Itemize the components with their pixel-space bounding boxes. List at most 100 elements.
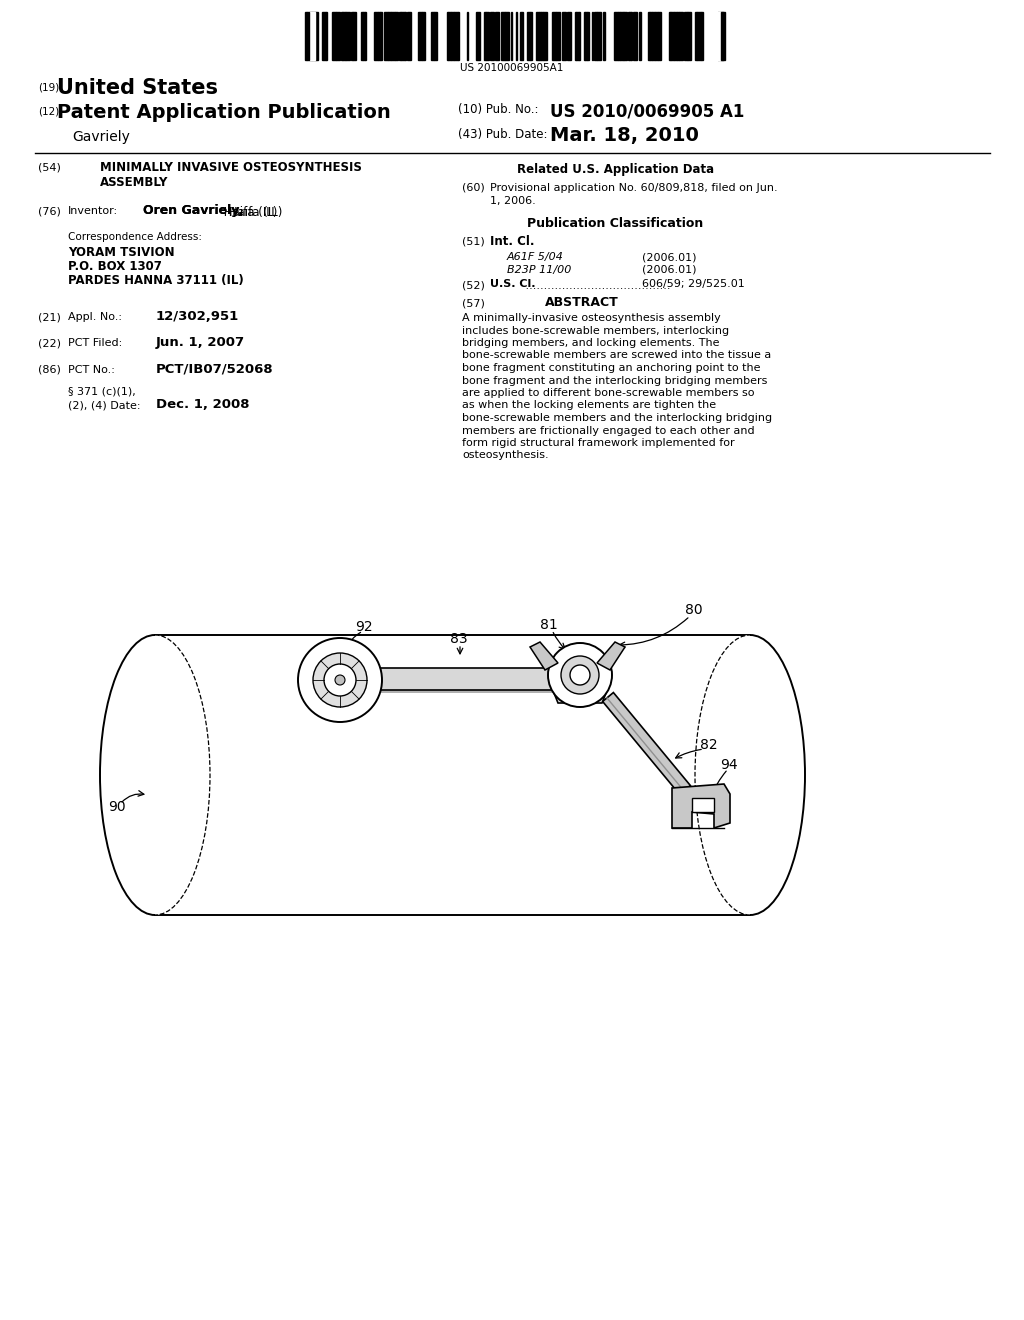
Text: B23P 11/00: B23P 11/00 xyxy=(507,265,571,275)
Text: MINIMALLY INVASIVE OSTEOSYNTHESIS: MINIMALLY INVASIVE OSTEOSYNTHESIS xyxy=(100,161,361,174)
Text: US 20100069905A1: US 20100069905A1 xyxy=(461,63,563,73)
Bar xyxy=(307,12,309,59)
Text: (57): (57) xyxy=(462,298,485,308)
Bar xyxy=(388,12,391,59)
Bar xyxy=(679,12,683,59)
Bar xyxy=(624,12,627,59)
Bar xyxy=(332,12,336,59)
Bar xyxy=(650,12,652,59)
Text: (86): (86) xyxy=(38,366,60,375)
Polygon shape xyxy=(602,693,690,795)
Bar xyxy=(633,12,637,59)
Bar xyxy=(374,12,378,59)
Polygon shape xyxy=(597,642,625,671)
Text: osteosynthesis.: osteosynthesis. xyxy=(462,450,549,461)
Bar xyxy=(671,12,674,59)
Bar xyxy=(567,12,571,59)
Polygon shape xyxy=(530,642,558,671)
Text: Haifa (IL): Haifa (IL) xyxy=(225,206,283,219)
Text: P.O. BOX 1307: P.O. BOX 1307 xyxy=(68,260,162,273)
Bar xyxy=(316,12,318,59)
Bar xyxy=(451,12,454,59)
Bar xyxy=(684,12,687,59)
Text: PCT/IB07/52068: PCT/IB07/52068 xyxy=(156,363,273,376)
Bar xyxy=(305,12,307,59)
Bar xyxy=(652,12,655,59)
Bar xyxy=(597,12,601,59)
Bar xyxy=(585,12,587,59)
Text: Oren Gavriely,: Oren Gavriely, xyxy=(143,205,243,216)
Bar xyxy=(594,12,597,59)
Bar xyxy=(720,12,723,59)
Bar xyxy=(407,12,411,59)
Text: PARDES HANNA 37111 (IL): PARDES HANNA 37111 (IL) xyxy=(68,275,244,286)
Text: form rigid structural framework implemented for: form rigid structural framework implemen… xyxy=(462,438,734,447)
Polygon shape xyxy=(672,784,730,828)
Polygon shape xyxy=(305,690,375,710)
Bar xyxy=(395,12,398,59)
Bar xyxy=(486,12,489,59)
Text: (21): (21) xyxy=(38,312,60,322)
Polygon shape xyxy=(155,635,805,915)
Bar xyxy=(501,12,505,59)
Bar xyxy=(701,12,703,59)
Ellipse shape xyxy=(695,635,805,915)
Bar xyxy=(530,12,532,59)
Circle shape xyxy=(324,664,356,696)
Text: United States: United States xyxy=(57,78,218,98)
Text: (54): (54) xyxy=(38,162,60,173)
Text: Appl. No.:: Appl. No.: xyxy=(68,312,122,322)
Bar xyxy=(697,12,701,59)
Bar xyxy=(380,12,382,59)
Bar xyxy=(603,12,605,59)
Text: 92: 92 xyxy=(355,620,373,634)
Bar xyxy=(309,12,312,59)
Text: (12): (12) xyxy=(38,107,59,117)
Text: (2), (4) Date:: (2), (4) Date: xyxy=(68,400,140,411)
Bar xyxy=(353,12,356,59)
Bar xyxy=(674,12,677,59)
Bar xyxy=(495,12,499,59)
Bar xyxy=(556,12,560,59)
Bar xyxy=(361,12,362,59)
Text: Inventor:: Inventor: xyxy=(68,206,118,216)
Text: (52): (52) xyxy=(462,281,485,290)
Text: (51): (51) xyxy=(462,238,484,247)
Text: 82: 82 xyxy=(700,738,718,752)
Ellipse shape xyxy=(100,635,210,915)
Text: YORAM TSIVION: YORAM TSIVION xyxy=(68,246,175,259)
Bar xyxy=(418,12,422,59)
Text: 1, 2006.: 1, 2006. xyxy=(490,195,536,206)
Text: bone-screwable members and the interlocking bridging: bone-screwable members and the interlock… xyxy=(462,413,772,422)
Text: bone fragment constituting an anchoring point to the: bone fragment constituting an anchoring … xyxy=(462,363,761,374)
Text: 90: 90 xyxy=(108,800,126,814)
Bar xyxy=(677,12,679,59)
Bar xyxy=(505,12,509,59)
Text: Jun. 1, 2007: Jun. 1, 2007 xyxy=(156,337,245,348)
Text: Oren Gavriely,: Oren Gavriely, xyxy=(143,205,243,216)
Bar xyxy=(520,12,523,59)
Text: Patent Application Publication: Patent Application Publication xyxy=(57,103,391,121)
Bar xyxy=(695,12,697,59)
Bar xyxy=(723,12,725,59)
Bar xyxy=(391,12,395,59)
Text: members are frictionally engaged to each other and: members are frictionally engaged to each… xyxy=(462,425,755,436)
Text: bridging members, and locking elements. The: bridging members, and locking elements. … xyxy=(462,338,720,348)
Bar xyxy=(431,12,434,59)
Text: 94: 94 xyxy=(720,758,737,772)
Bar xyxy=(539,12,541,59)
Bar xyxy=(362,12,365,59)
Bar xyxy=(639,12,641,59)
Text: Int. Cl.: Int. Cl. xyxy=(490,235,535,248)
Bar xyxy=(340,668,565,690)
Bar xyxy=(562,12,566,59)
Bar xyxy=(614,12,618,59)
Text: (60): (60) xyxy=(462,183,484,193)
Text: Haifa (IL): Haifa (IL) xyxy=(220,206,278,219)
Bar xyxy=(629,12,631,59)
Text: includes bone-screwable members, interlocking: includes bone-screwable members, interlo… xyxy=(462,326,729,335)
Bar xyxy=(552,12,556,59)
Circle shape xyxy=(313,653,367,708)
Bar xyxy=(541,12,543,59)
Bar xyxy=(620,12,623,59)
